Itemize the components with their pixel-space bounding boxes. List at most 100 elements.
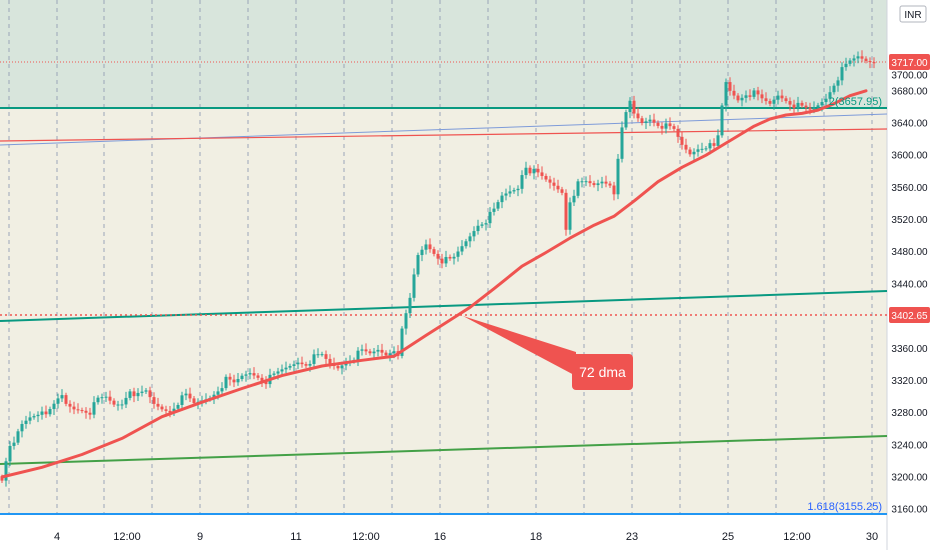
candle-body xyxy=(544,175,548,180)
x-axis-ticks: 4 12:00 9 11 12:00 16 18 23 25 12:00 30 xyxy=(54,531,878,543)
candle-body xyxy=(612,185,616,195)
candle-body xyxy=(648,119,652,122)
candle-body xyxy=(808,107,812,110)
candle-body xyxy=(124,397,128,405)
candle-body xyxy=(560,189,564,193)
candle-body xyxy=(616,158,620,195)
time-axis-panel[interactable] xyxy=(0,513,932,550)
candle-body xyxy=(488,211,492,224)
candle-body xyxy=(780,95,784,99)
candle-body xyxy=(524,167,528,176)
callout-pointer xyxy=(463,316,576,376)
candle-body xyxy=(688,149,692,155)
candle-body xyxy=(296,362,300,365)
candle-body xyxy=(656,122,660,126)
candle-body xyxy=(20,423,24,432)
candle-body xyxy=(136,392,140,397)
candle-body xyxy=(356,350,360,360)
candle-body xyxy=(464,241,468,247)
candle-body xyxy=(160,406,164,410)
candle-body xyxy=(72,406,76,410)
currency-label: INR xyxy=(904,10,921,21)
price-tag-bg-current xyxy=(889,54,930,70)
candle-body xyxy=(668,123,672,127)
candle-body xyxy=(96,397,100,403)
candle-body xyxy=(720,105,724,136)
candle-body xyxy=(824,98,828,103)
candle-body xyxy=(324,354,328,359)
dma-72-line xyxy=(0,89,868,479)
candle-body xyxy=(192,398,196,404)
y-tick-label: 3440.00 xyxy=(891,279,928,290)
candle-body xyxy=(868,60,872,63)
candle-body xyxy=(36,414,40,417)
candle-body xyxy=(304,364,308,366)
price-tag-current: 3717.00 xyxy=(891,58,928,69)
candle-body xyxy=(852,58,856,61)
candle-body xyxy=(540,172,544,176)
vertical-grid xyxy=(8,0,873,513)
candle-body xyxy=(644,121,648,124)
price-axis-panel[interactable] xyxy=(887,0,932,513)
candle-body xyxy=(816,105,820,108)
candle-body xyxy=(640,118,644,124)
y-tick-label: 3160.00 xyxy=(891,505,928,516)
candle-body xyxy=(176,404,180,409)
candle-body xyxy=(180,395,184,405)
candle-body xyxy=(68,403,72,407)
candle-body xyxy=(320,354,324,356)
candle-body xyxy=(340,365,344,369)
candle-body xyxy=(568,202,572,230)
candle-body xyxy=(368,351,372,354)
candle-body xyxy=(772,99,776,104)
candle-body xyxy=(52,403,56,410)
candle-body xyxy=(276,371,280,374)
candle-body xyxy=(116,404,120,406)
candle-body xyxy=(388,353,392,356)
y-tick-label: 3700.00 xyxy=(891,70,928,81)
candle-body xyxy=(188,393,192,399)
candle-body xyxy=(156,403,160,407)
x-tick-label: 4 xyxy=(54,531,60,543)
candle-body xyxy=(508,191,512,194)
candle-body xyxy=(580,181,584,183)
candle-body xyxy=(408,297,412,314)
candle-body xyxy=(840,67,844,81)
candle-body xyxy=(128,391,132,398)
candle-body xyxy=(400,328,404,356)
candle-body xyxy=(8,445,12,462)
candle-body xyxy=(104,396,108,398)
candle-body xyxy=(12,442,16,446)
upper-shaded-zone xyxy=(0,0,887,108)
y-tick-label: 3640.00 xyxy=(891,119,928,130)
candle-body xyxy=(468,236,472,242)
candle-body xyxy=(664,123,668,129)
candle-body xyxy=(76,409,80,411)
candle-body xyxy=(308,363,312,366)
candle-body xyxy=(444,256,448,264)
candle-body xyxy=(556,185,560,190)
candle-body xyxy=(152,397,156,404)
candle-body xyxy=(40,411,44,415)
candle-body xyxy=(28,417,32,421)
candle-body xyxy=(228,376,232,380)
candle-body xyxy=(804,105,808,108)
blue-trend-line xyxy=(0,113,888,146)
red-trend-line xyxy=(0,128,888,142)
teal-channel-line xyxy=(0,290,888,322)
candle-body xyxy=(596,183,600,186)
candle-body xyxy=(220,388,224,392)
x-tick-label: 9 xyxy=(197,531,203,543)
candle-body xyxy=(828,92,832,99)
candle-body xyxy=(696,149,700,152)
candle-body xyxy=(372,351,376,354)
candle-body xyxy=(216,391,220,395)
candle-body xyxy=(448,256,452,259)
candle-body xyxy=(756,90,760,95)
candle-body xyxy=(432,249,436,254)
currency-badge[interactable] xyxy=(899,5,927,23)
candle-body xyxy=(704,148,708,150)
candle-body xyxy=(732,90,736,96)
